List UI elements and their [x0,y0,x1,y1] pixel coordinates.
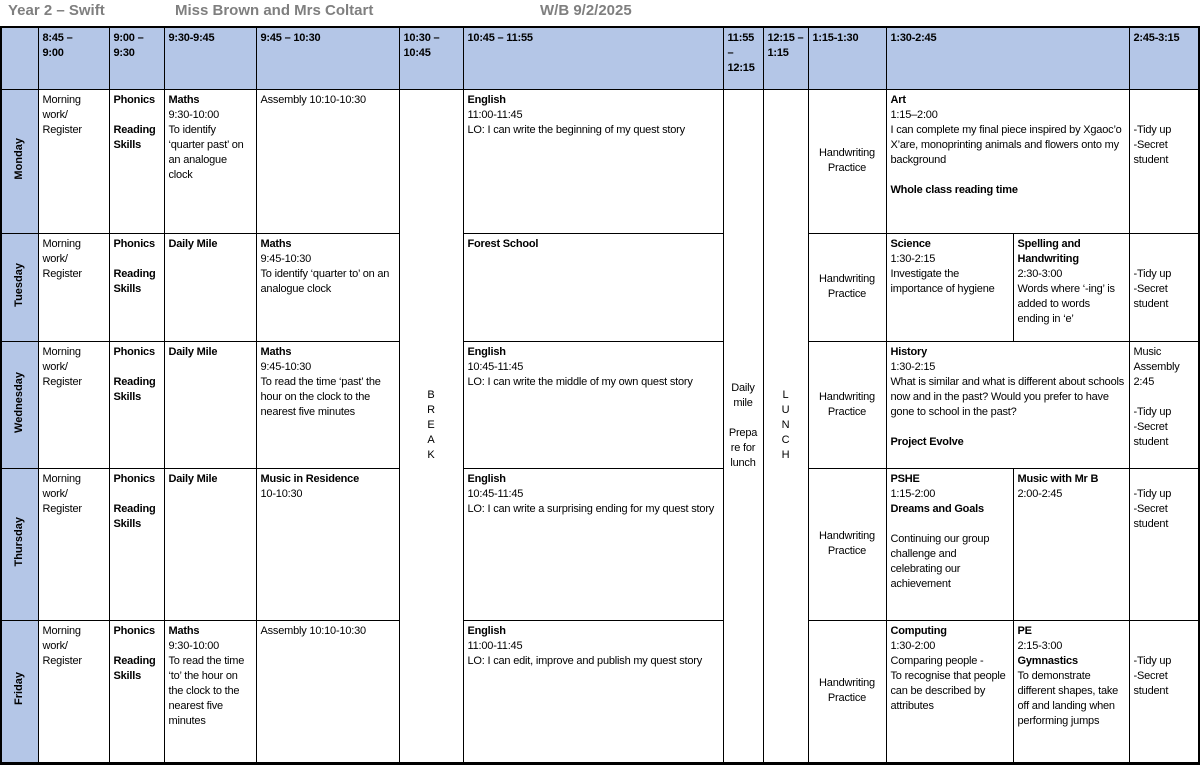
time-header-0130: 1:30-2:45 [885,26,1130,90]
cell-thursday-pshe: PSHE 1:15-2:00 Dreams and Goals Continuing… [885,467,1014,621]
cell-tuesday-handwriting: Handwriting Practice [807,232,887,342]
cell-thursday-daily-mile: Daily Mile [163,467,257,621]
cell-monday-english: English 11:00-11:45 LO: I can write the be… [462,88,724,234]
cell-friday-end: -Tidy up -Secret student [1128,619,1200,764]
cell-monday-phonics: Phonics Reading Skills [108,88,165,234]
day-label-wednesday: Wednesday [0,340,39,469]
document-title-bar: Year 2 – Swift Miss Brown and Mrs Coltar… [0,0,1200,26]
time-header-0945: 9:45 – 10:30 [255,26,400,90]
day-label-tuesday: Tuesday [0,232,39,342]
cell-friday-computing: Computing 1:30-2:00 Comparing people - To r… [885,619,1014,764]
cell-friday-maths: Maths 9:30-10:00 To read the time ‘to’ the… [163,619,257,764]
time-header-0245: 2:45-3:15 [1128,26,1200,90]
cell-monday-art: Art 1:15–2:00 I can complete my final piec… [885,88,1130,234]
cell-wednesday-english: English 10:45-11:45 LO: I can write the mi… [462,340,724,469]
cell-tuesday-science: Science 1:30-2:15 Investigate the importan… [885,232,1014,342]
cell-wednesday-maths: Maths 9:45-10:30 To read the time ‘past’ t… [255,340,400,469]
teachers-title: Miss Brown and Mrs Coltart [175,2,374,19]
row-thursday: Thursday Morning work/ Register Phonics … [0,467,1200,621]
cell-friday-pe: PE 2:15-3:00 Gymnastics To demonstrate diff… [1012,619,1130,764]
row-monday: Monday Morning work/ Register Phonics Re… [0,88,1200,764]
cell-monday-maths: Maths 9:30-10:00 To identify ‘quarter past… [163,88,257,234]
cell-wednesday-end: Music Assembly 2:45 -Tidy up -Secret stud… [1128,340,1200,469]
cell-monday-handwriting: Handwriting Practice [807,88,887,234]
cell-friday-morning: Morning work/ Register [37,619,110,764]
row-friday: Friday Morning work/ Register Phonics Re… [0,619,1200,764]
cell-tuesday-maths: Maths 9:45-10:30 To identify ‘quarter to’ … [255,232,400,342]
header-day-blank [0,26,39,90]
cell-friday-handwriting: Handwriting Practice [807,619,887,764]
day-label-thursday: Thursday [0,467,39,621]
time-header-1155: 11:55 – 12:15 [722,26,764,90]
cell-monday-end: -Tidy up -Secret student [1128,88,1200,234]
cell-thursday-phonics: Phonics Reading Skills [108,467,165,621]
cell-thursday-music-residence: Music in Residence 10-10:30 [255,467,400,621]
cell-tuesday-daily-mile: Daily Mile [163,232,257,342]
row-tuesday: Tuesday Morning work/ Register Phonics R… [0,232,1200,342]
time-header-1045: 10:45 – 11:55 [462,26,724,90]
cell-wednesday-daily-mile: Daily Mile [163,340,257,469]
week-beginning-title: W/B 9/2/2025 [540,2,632,19]
cell-thursday-english: English 10:45-11:45 LO: I can write a surp… [462,467,724,621]
cell-thursday-handwriting: Handwriting Practice [807,467,887,621]
cell-wednesday-morning: Morning work/ Register [37,340,110,469]
day-label-monday: Monday [0,88,39,234]
cell-daily-mile-lunch-prep: Daily mile Prepare for lunch [722,88,764,764]
cell-lunch: L U N C H [762,88,809,764]
cell-tuesday-forest-school: Forest School [462,232,724,342]
time-header-0845: 8:45 – 9:00 [37,26,110,90]
cell-thursday-end: -Tidy up -Secret student [1128,467,1200,621]
cell-friday-phonics: Phonics Reading Skills [108,619,165,764]
time-header-1215: 12:15 – 1:15 [762,26,809,90]
cell-tuesday-end: -Tidy up -Secret student [1128,232,1200,342]
row-wednesday: Wednesday Morning work/ Register Phonics… [0,340,1200,469]
cell-thursday-music-mr-b: Music with Mr B 2:00-2:45 [1012,467,1130,621]
header-row: 8:45 – 9:00 9:00 – 9:30 9:30-9:45 9:45 –… [0,26,1200,90]
cell-wednesday-handwriting: Handwriting Practice [807,340,887,469]
cell-break: B R E A K [398,88,464,764]
time-header-0115: 1:15-1:30 [807,26,887,90]
cell-thursday-morning: Morning work/ Register [37,467,110,621]
cell-tuesday-phonics: Phonics Reading Skills [108,232,165,342]
cell-monday-morning: Morning work/ Register [37,88,110,234]
cell-tuesday-morning: Morning work/ Register [37,232,110,342]
time-header-1030: 10:30 – 10:45 [398,26,464,90]
time-header-0930: 9:30-9:45 [163,26,257,90]
cell-tuesday-spelling: Spelling and Handwriting 2:30-3:00 Words w… [1012,232,1130,342]
cell-friday-english: English 11:00-11:45 LO: I can edit, improv… [462,619,724,764]
cell-wednesday-phonics: Phonics Reading Skills [108,340,165,469]
class-title: Year 2 – Swift [8,2,105,19]
timetable: 8:45 – 9:00 9:00 – 9:30 9:30-9:45 9:45 –… [0,26,1200,765]
day-label-friday: Friday [0,619,39,764]
time-header-0900: 9:00 – 9:30 [108,26,165,90]
cell-monday-assembly: Assembly 10:10-10:30 [255,88,400,234]
cell-wednesday-history: History 1:30-2:15 What is similar and what… [885,340,1130,469]
cell-friday-assembly: Assembly 10:10-10:30 [255,619,400,764]
